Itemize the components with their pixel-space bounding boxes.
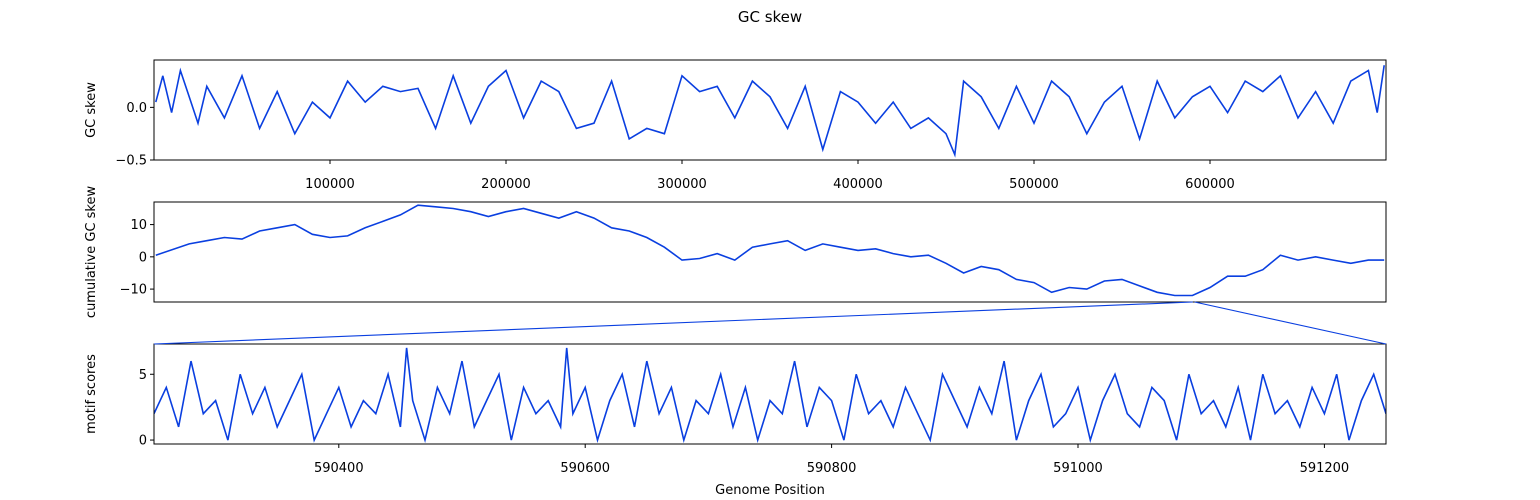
figure-title: GC skew: [738, 8, 802, 26]
zoom-line-right: [1194, 301, 1387, 345]
y-tick-label: 10: [130, 218, 147, 233]
x-tick-label: 500000: [1009, 177, 1059, 192]
x-tick-label: 591000: [1053, 461, 1103, 476]
x-tick-label: 590400: [314, 461, 364, 476]
x-axis-label: Genome Position: [715, 483, 825, 498]
x-tick-label: 400000: [833, 177, 883, 192]
y-tick-label: −10: [120, 283, 147, 298]
gc-skew-panel: −0.5 0.0 100000 200000 300000 400000 500000 600…: [84, 59, 1387, 192]
panels: −0.5 0.0 100000 200000 300000 400000 500000 600…: [84, 59, 1387, 476]
zoom-line-left: [153, 301, 1193, 345]
x-tick-label: 591200: [1300, 461, 1350, 476]
x-tick-label: 600000: [1185, 177, 1235, 192]
y-tick-label: 0: [139, 434, 147, 449]
plot-frame: [153, 201, 1387, 303]
y-tick-label: −0.5: [115, 154, 147, 169]
x-tick-label: 100000: [305, 177, 355, 192]
x-tick-label: 300000: [657, 177, 707, 192]
y-axis-label: motif scores: [84, 354, 99, 434]
motif-panel: 0 5 590400 590600 590800 591000 591200 motif sc…: [84, 343, 1387, 476]
plot-frame: [153, 59, 1387, 161]
y-tick-label: 0.0: [126, 101, 147, 116]
y-axis-label: cumulative GC skew: [84, 186, 99, 319]
y-axis-label: GC skew: [84, 82, 99, 138]
series-line: [155, 65, 1385, 158]
y-tick-label: 5: [139, 368, 147, 383]
zoom-connector: [153, 301, 1387, 345]
x-tick-label: 590800: [807, 461, 857, 476]
series-line: [154, 347, 1386, 444]
plot-frame: [153, 343, 1387, 445]
series-line: [155, 204, 1385, 297]
y-tick-label: 0: [139, 250, 147, 265]
cumulative-panel: −10 0 10 cumulative GC skew: [84, 186, 1387, 319]
x-tick-label: 200000: [481, 177, 531, 192]
x-tick-label: 590600: [560, 461, 610, 476]
